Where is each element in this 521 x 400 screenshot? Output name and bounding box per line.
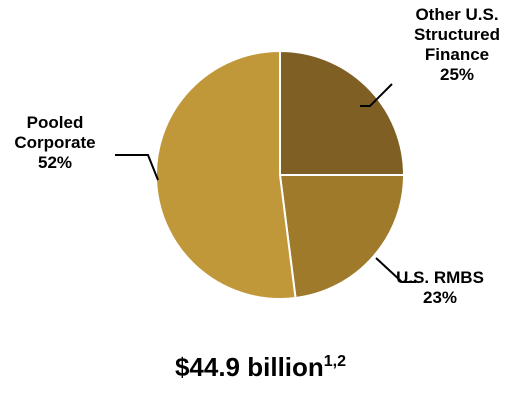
- slice-label-2: Pooled Corporate 52%: [14, 113, 95, 172]
- slice-label-line: Pooled: [27, 113, 84, 132]
- slice-percent: 52%: [38, 153, 72, 172]
- slice-percent: 25%: [440, 65, 474, 84]
- total-footnote: 1,2: [323, 353, 347, 370]
- slice-label-line: Corporate: [14, 133, 95, 152]
- slice-label-0: Other U.S. Structured Finance 25%: [414, 5, 500, 84]
- slice-label-1: U.S. RMBS 23%: [396, 268, 484, 307]
- pie-chart: Other U.S. Structured Finance 25%U.S. RMBS 2…: [14, 5, 500, 307]
- leader-line-2: [115, 154, 159, 181]
- pie-slice-2: [154, 49, 297, 300]
- slice-label-line: U.S. RMBS: [396, 268, 484, 287]
- slice-label-line: Other U.S.: [415, 5, 498, 24]
- leader-line-1: [375, 257, 416, 283]
- total-label: $44.9 billion1,2: [0, 352, 521, 383]
- slice-label-line: Finance: [425, 45, 489, 64]
- pie-slice-0: [279, 49, 406, 176]
- pie-slice-1: [278, 174, 406, 300]
- slice-label-line: Structured: [414, 25, 500, 44]
- leader-line-0: [360, 83, 393, 107]
- slice-percent: 23%: [423, 288, 457, 307]
- total-value: $44.9 billion: [174, 352, 324, 382]
